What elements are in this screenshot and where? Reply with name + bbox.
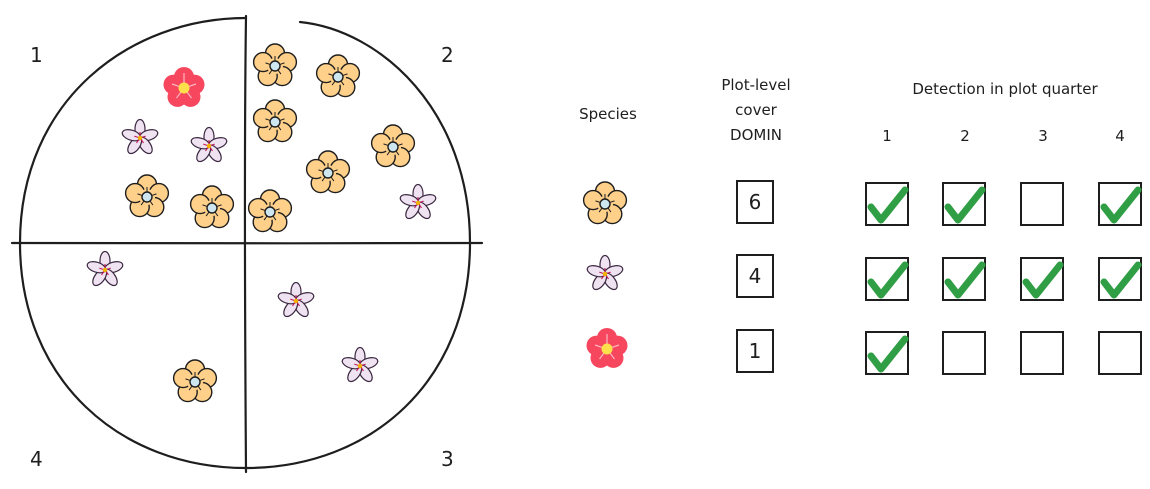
yellow-flower-icon [254,44,297,86]
cover-header-line3: DOMIN [730,126,782,144]
plot-outline [12,16,482,472]
cover-header-line2: cover [735,101,778,119]
purple-flower-icon [399,185,437,221]
detection-checkbox [943,258,985,300]
domin-value: 6 [749,190,762,214]
detection-checkbox [1021,258,1063,300]
detection-checkbox [1021,183,1063,225]
purple-flower-icon [86,252,124,288]
detection-checkbox [866,258,908,300]
quarter-label-1: 1 [30,43,43,67]
yellow-flower-icon [317,55,360,97]
detection-checkbox [943,332,985,374]
detection-header: Detection in plot quarter [912,80,1098,98]
red-flower-icon [587,328,628,368]
detection-grid [866,183,1141,374]
quarter-label-3: 3 [441,447,454,471]
purple-flower-icon [277,283,315,319]
detection-checkbox [1099,258,1141,300]
yellow-flower-icon [584,182,627,224]
quarter-label-4: 4 [30,447,43,471]
domin-cell-row-1: 6 [737,181,773,223]
quarter-column-4: 4 [1115,127,1125,145]
detection-checkbox [943,183,985,225]
yellow-flower-icon [126,175,169,217]
domin-cell-row-3: 1 [737,330,773,372]
purple-flower-icon [341,348,379,384]
domin-value: 4 [749,264,762,288]
quarter-label-2: 2 [441,43,454,67]
detection-checkbox [1099,332,1141,374]
yellow-flower-icon [249,190,292,232]
detection-checkbox [866,332,908,374]
quarter-column-1: 1 [882,127,892,145]
quarter-column-3: 3 [1038,127,1048,145]
yellow-flower-icon [372,125,415,167]
domin-cell-row-2: 4 [737,255,773,297]
domin-value: 1 [749,339,762,363]
yellow-flower-icon [174,360,217,402]
detection-checkbox [866,183,908,225]
quarter-column-2: 2 [960,127,970,145]
red-flower-icon [164,67,205,107]
yellow-flower-icon [307,151,350,193]
purple-flower-icon [121,120,159,156]
yellow-flower-icon [191,186,234,228]
species-header: Species [579,105,637,123]
purple-flower-icon [190,128,228,164]
detection-checkbox [1021,332,1063,374]
cover-header-line1: Plot-level [721,76,790,94]
detection-checkbox [1099,183,1141,225]
yellow-flower-icon [254,100,297,142]
purple-flower-icon [586,256,624,292]
